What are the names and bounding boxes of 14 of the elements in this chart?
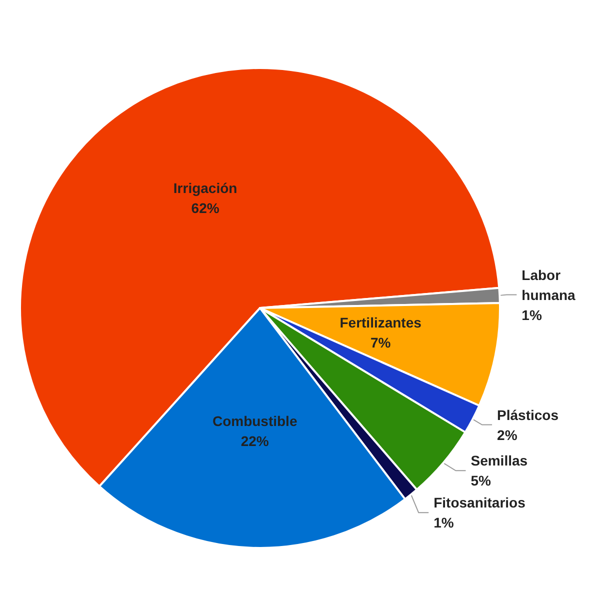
data-label: 5% xyxy=(470,472,492,489)
slice-label: Irrigación xyxy=(173,180,238,196)
slice-label: Semillas xyxy=(470,452,528,469)
data-label: 7% xyxy=(370,334,392,350)
slice-label: Labor humana xyxy=(522,266,576,303)
slice-label: Fitosanitarios xyxy=(434,494,526,511)
data-label: 1% xyxy=(434,514,454,531)
slice-label: Combustible xyxy=(212,412,298,429)
data-label: 22% xyxy=(240,432,270,449)
slice-label: Plásticos xyxy=(497,406,559,423)
data-label: 62% xyxy=(191,200,220,216)
data-label: 1% xyxy=(522,306,542,323)
data-label: 2% xyxy=(497,426,518,443)
slice-label: Fertilizantes xyxy=(340,314,422,330)
